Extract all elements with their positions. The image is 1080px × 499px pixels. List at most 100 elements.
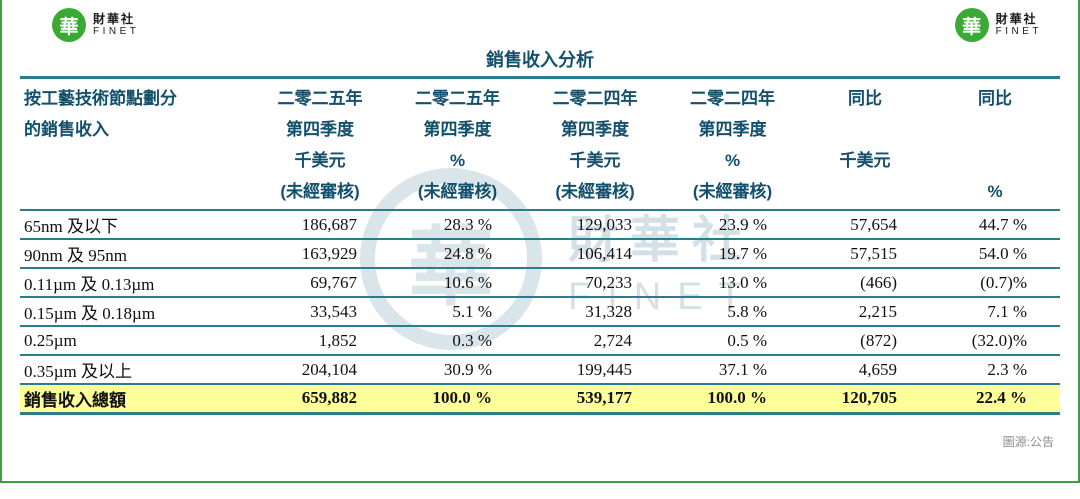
total-2025q4-usd: 659,882 xyxy=(250,384,390,415)
header-line: % xyxy=(449,151,466,170)
header-line: 千美元 xyxy=(294,151,346,170)
table-row: 0.15µm 及 0.18µm 33,543 5.1 % 31,328 5.8 … xyxy=(20,297,1060,327)
cell-2024q4-pct: 37.1 % xyxy=(665,355,800,385)
header-line: % xyxy=(987,182,1003,201)
header-line xyxy=(800,176,930,207)
header-line: 二零二五年 xyxy=(277,89,363,108)
row-label: 0.35µm 及以上 xyxy=(20,355,250,385)
brand-name-english: FINET xyxy=(93,26,140,38)
cell-2025q4-usd: 204,104 xyxy=(250,355,390,385)
cell-2025q4-pct: 28.3 % xyxy=(390,210,525,240)
cell-2024q4-pct: 5.8 % xyxy=(665,297,800,327)
header-line xyxy=(20,176,250,207)
cell-yoy-usd: 4,659 xyxy=(800,355,930,385)
total-2024q4-usd: 539,177 xyxy=(525,384,665,415)
row-label: 0.11µm 及 0.13µm xyxy=(20,268,250,298)
brand-name-chinese: 財華社 xyxy=(995,11,1038,26)
cell-yoy-pct: 7.1 % xyxy=(930,297,1060,327)
total-2025q4-pct: 100.0 % xyxy=(390,384,525,415)
total-2024q4-pct: 100.0 % xyxy=(665,384,800,415)
header-line: 千美元 xyxy=(839,151,891,170)
cell-yoy-usd: 57,515 xyxy=(800,239,930,269)
cell-2025q4-pct: 10.6 % xyxy=(390,268,525,298)
cell-2024q4-pct: 13.0 % xyxy=(665,268,800,298)
cell-yoy-usd: 57,654 xyxy=(800,210,930,240)
cell-2025q4-pct: 30.9 % xyxy=(390,355,525,385)
cell-2024q4-usd: 2,724 xyxy=(525,326,665,356)
logo-text: 財華社 FINET xyxy=(93,12,139,38)
cell-2024q4-usd: 129,033 xyxy=(525,210,665,240)
total-yoy-pct: 22.4 % xyxy=(930,384,1060,415)
cell-2025q4-pct: 24.8 % xyxy=(390,239,525,269)
header-line: 第四季度 xyxy=(423,120,492,139)
header-line: (未經審核) xyxy=(417,182,498,201)
logo-character: 華 xyxy=(962,16,982,38)
header-line: % xyxy=(724,151,741,170)
header-line: 第四季度 xyxy=(561,120,629,139)
row-label: 0.25µm xyxy=(20,326,250,356)
cell-yoy-pct: (32.0)% xyxy=(930,326,1060,356)
cell-yoy-pct: 2.3 % xyxy=(930,355,1060,385)
col-header-2024q4-pct: 二零二四年 第四季度 % (未經審核) xyxy=(665,76,800,211)
row-label: 65nm 及以下 xyxy=(20,210,250,240)
table-total-row: 銷售收入總額 659,882 100.0 % 539,177 100.0 % 1… xyxy=(20,384,1060,415)
col-header-yoy-pct: 同比 % xyxy=(930,76,1060,211)
table-row: 90nm 及 95nm 163,929 24.8 % 106,414 19.7 … xyxy=(20,239,1060,269)
header-line: 二零二五年 xyxy=(415,89,500,108)
header-line: 第四季度 xyxy=(698,120,767,139)
header-line: 千美元 xyxy=(569,151,621,170)
col-header-2025q4-usd: 二零二五年 第四季度 千美元 (未經審核) xyxy=(250,76,390,211)
header-line: 按工藝技術節點劃分 xyxy=(24,89,177,108)
col-header-2025q4-pct: 二零二五年 第四季度 % (未經審核) xyxy=(390,76,525,211)
total-row-label: 銷售收入總額 xyxy=(20,384,250,415)
cell-2024q4-usd: 70,233 xyxy=(525,268,665,298)
table-row: 0.25µm 1,852 0.3 % 2,724 0.5 % (872) (32… xyxy=(20,326,1060,356)
header-line: (未經審核) xyxy=(692,182,773,201)
table-header-row: 按工藝技術節點劃分 的銷售收入 二零二五年 第四季度 千美元 (未經審核) 二零… xyxy=(20,76,1060,211)
finet-logo-left: 華 財華社 FINET xyxy=(52,8,139,42)
header-line: 二零二四年 xyxy=(552,89,638,108)
cell-yoy-usd: 2,215 xyxy=(800,297,930,327)
cell-yoy-pct: 54.0 % xyxy=(930,239,1060,269)
header-line: (未經審核) xyxy=(555,182,635,201)
cell-2025q4-pct: 0.3 % xyxy=(390,326,525,356)
sales-revenue-table: 按工藝技術節點劃分 的銷售收入 二零二五年 第四季度 千美元 (未經審核) 二零… xyxy=(20,76,1060,415)
col-header-yoy-usd: 同比 千美元 xyxy=(800,76,930,211)
cell-yoy-usd: (872) xyxy=(800,326,930,356)
header-line xyxy=(930,145,1060,176)
cell-2024q4-pct: 0.5 % xyxy=(665,326,800,356)
cell-yoy-usd: (466) xyxy=(800,268,930,298)
row-label: 90nm 及 95nm xyxy=(20,239,250,269)
header-line: 同比 xyxy=(978,89,1012,108)
cell-2024q4-pct: 19.7 % xyxy=(665,239,800,269)
cell-2024q4-pct: 23.9 % xyxy=(665,210,800,240)
header-line: 二零二四年 xyxy=(690,89,775,108)
header-line xyxy=(930,114,1060,145)
source-note: 圖源:公告 xyxy=(1002,435,1054,449)
finet-logo-right: 華 財華社 FINET xyxy=(954,8,1042,42)
table-row: 0.35µm 及以上 204,104 30.9 % 199,445 37.1 %… xyxy=(20,355,1060,385)
cell-2025q4-usd: 33,543 xyxy=(250,297,390,327)
sales-revenue-table-wrap: 按工藝技術節點劃分 的銷售收入 二零二五年 第四季度 千美元 (未經審核) 二零… xyxy=(20,76,1060,415)
col-header-process-node: 按工藝技術節點劃分 的銷售收入 xyxy=(20,76,250,211)
header-line: 的銷售收入 xyxy=(24,120,109,139)
finet-logo-icon: 華 xyxy=(52,8,86,42)
total-yoy-usd: 120,705 xyxy=(800,384,930,415)
cell-2024q4-usd: 106,414 xyxy=(525,239,665,269)
header-line: 第四季度 xyxy=(286,120,354,139)
header-line: 同比 xyxy=(848,89,882,108)
col-header-2024q4-usd: 二零二四年 第四季度 千美元 (未經審核) xyxy=(525,76,665,211)
page-title: 銷售收入分析 xyxy=(486,50,594,70)
logo-text: 財華社 FINET xyxy=(996,12,1042,38)
header-line: (未經審核) xyxy=(280,182,360,201)
header-line xyxy=(20,145,250,176)
table-row: 65nm 及以下 186,687 28.3 % 129,033 23.9 % 5… xyxy=(20,210,1060,240)
cell-2024q4-usd: 31,328 xyxy=(525,297,665,327)
cell-yoy-pct: (0.7)% xyxy=(930,268,1060,298)
cell-2025q4-usd: 1,852 xyxy=(250,326,390,356)
cell-2025q4-pct: 5.1 % xyxy=(390,297,525,327)
row-label: 0.15µm 及 0.18µm xyxy=(20,297,250,327)
finet-logo-icon: 華 xyxy=(954,8,989,42)
cell-2025q4-usd: 163,929 xyxy=(250,239,390,269)
logo-character: 華 xyxy=(59,16,79,38)
